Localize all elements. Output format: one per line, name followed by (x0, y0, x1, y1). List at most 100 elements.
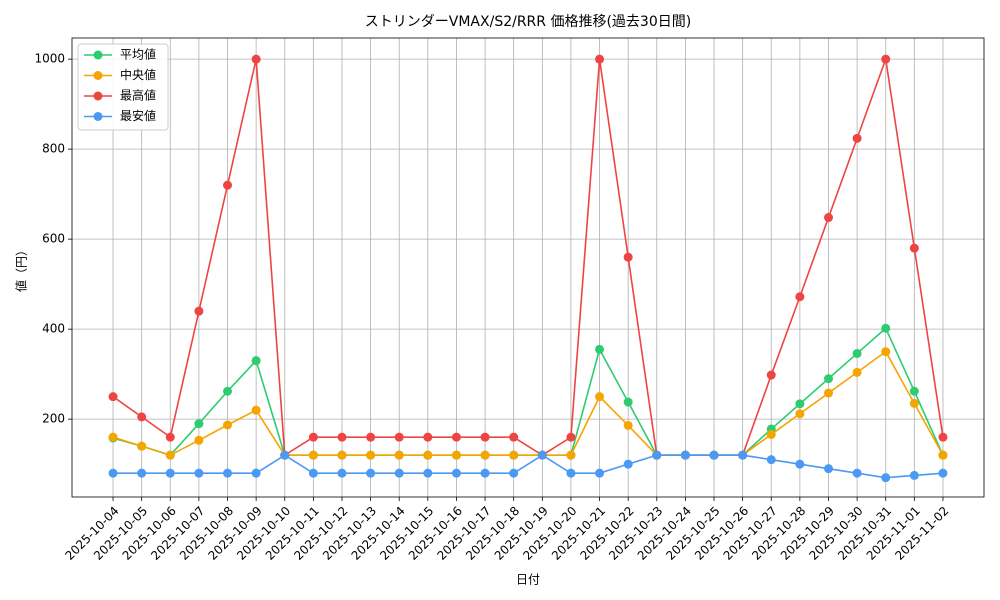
data-point (108, 468, 118, 478)
data-point (308, 468, 318, 478)
data-point (795, 292, 805, 302)
data-point (308, 450, 318, 460)
data-point (795, 459, 805, 469)
legend-marker (93, 112, 103, 121)
data-point (795, 409, 805, 419)
data-point (680, 450, 690, 460)
series-line (112, 350, 944, 457)
data-point (394, 432, 404, 442)
y-tick-label: 400 (42, 322, 65, 336)
legend-label: 平均値 (120, 47, 156, 62)
data-point (766, 370, 776, 380)
data-point (165, 450, 175, 460)
y-tick-label: 200 (42, 412, 65, 426)
data-point (137, 441, 147, 451)
data-point (480, 468, 490, 478)
data-point (423, 468, 433, 478)
data-point (823, 388, 833, 398)
data-point (251, 405, 261, 415)
data-point (738, 450, 748, 460)
data-point (251, 356, 261, 366)
data-point (480, 450, 490, 460)
data-point (451, 450, 461, 460)
data-point (623, 397, 633, 407)
y-tick-label: 1000 (34, 52, 65, 66)
series-line (113, 454, 944, 479)
data-point (566, 450, 576, 460)
y-tick-label: 600 (42, 232, 65, 246)
data-point (108, 392, 118, 402)
data-point (595, 344, 605, 354)
data-point (909, 386, 919, 396)
plot-frame (71, 37, 985, 498)
legend-box (77, 43, 169, 131)
data-point (623, 252, 633, 262)
data-point (366, 432, 376, 442)
data-point (623, 420, 633, 430)
data-point (308, 432, 318, 442)
data-point (909, 470, 919, 480)
data-point (509, 432, 519, 442)
data-point (223, 468, 233, 478)
data-point (394, 450, 404, 460)
data-point (652, 450, 662, 460)
data-point (337, 450, 347, 460)
data-point (337, 468, 347, 478)
data-point (366, 450, 376, 460)
data-point (423, 450, 433, 460)
legend-label: 最高値 (120, 88, 156, 103)
legend-marker (93, 50, 103, 60)
data-point (595, 468, 605, 478)
data-point (823, 374, 833, 384)
data-point (881, 54, 891, 64)
data-point (766, 455, 776, 465)
data-point (852, 468, 862, 478)
data-point (480, 432, 490, 442)
data-point (194, 419, 204, 429)
data-point (852, 348, 862, 358)
data-point (509, 468, 519, 478)
legend-label: 最安値 (120, 108, 156, 123)
data-point (566, 432, 576, 442)
data-point (337, 432, 347, 442)
data-point (137, 468, 147, 478)
data-point (823, 464, 833, 474)
data-point (137, 412, 147, 422)
legend-marker (93, 71, 103, 80)
data-point (194, 468, 204, 478)
data-point (766, 429, 776, 439)
data-point (566, 468, 576, 478)
data-point (223, 386, 233, 396)
data-point (194, 435, 204, 445)
data-point (852, 367, 862, 377)
series-line (112, 326, 944, 457)
data-point (909, 398, 919, 408)
data-point (595, 392, 605, 402)
data-point (852, 133, 862, 143)
data-point (881, 473, 891, 483)
data-point (108, 432, 118, 442)
data-point (709, 450, 719, 460)
data-point (165, 468, 175, 478)
data-point (537, 450, 547, 460)
data-point (595, 54, 605, 64)
data-point (251, 54, 261, 64)
data-point (909, 243, 919, 253)
data-point (251, 468, 261, 478)
data-point (881, 323, 891, 333)
data-point (451, 432, 461, 442)
data-point (223, 180, 233, 190)
series-line (112, 58, 944, 457)
data-point (280, 450, 290, 460)
legend-marker (93, 91, 103, 101)
data-point (623, 459, 633, 469)
data-point (423, 432, 433, 442)
data-point (165, 432, 175, 442)
data-point (366, 468, 376, 478)
y-tick-label: 800 (42, 142, 65, 156)
data-point (938, 450, 948, 460)
data-point (509, 450, 519, 460)
chart-title: ストリンダーVMAX/S2/RRR 価格推移(過去30日間) (365, 14, 691, 30)
data-point (823, 213, 833, 223)
